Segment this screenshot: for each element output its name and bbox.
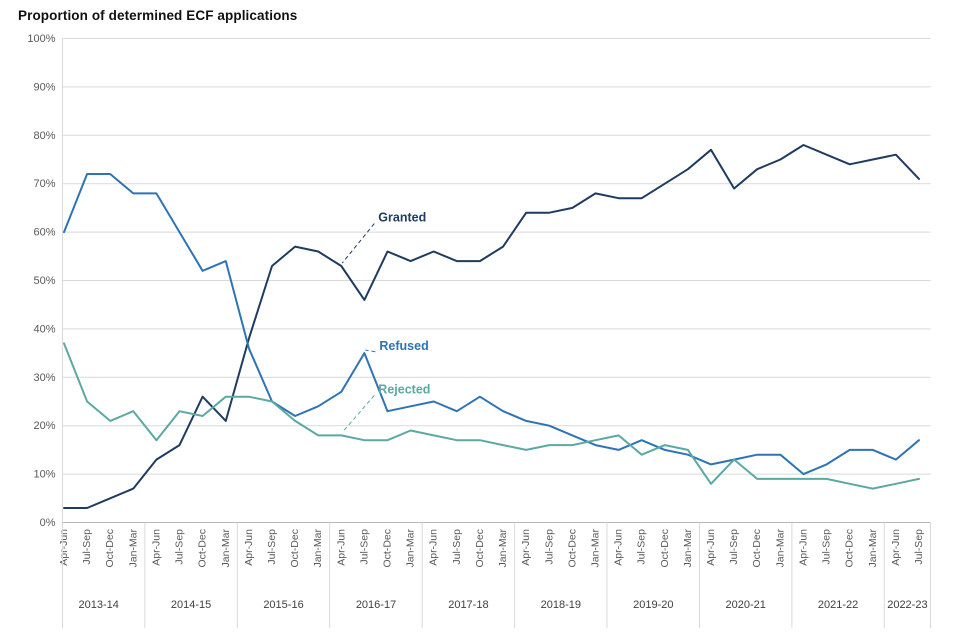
x-tick-label: Apr-Jun [798, 529, 810, 566]
year-label: 2020-21 [726, 599, 766, 611]
y-tick-label: 0% [40, 517, 56, 529]
x-tick-label: Jan-Mar [405, 529, 417, 568]
series-line-granted [63, 144, 920, 509]
x-tick-label: Oct-Dec [659, 529, 671, 568]
x-tick-label: Apr-Jun [58, 529, 70, 566]
x-tick-label: Jul-Sep [451, 529, 463, 565]
x-tick-label: Jan-Mar [127, 529, 139, 568]
y-tick-label: 90% [33, 81, 55, 93]
x-tick-label: Apr-Jun [613, 529, 625, 566]
x-tick-label: Jul-Sep [821, 529, 833, 565]
x-tick-label: Apr-Jun [335, 529, 347, 566]
x-tick-label: Jul-Sep [174, 529, 186, 565]
y-tick-label: 100% [27, 33, 55, 45]
x-tick-label: Oct-Dec [289, 529, 301, 568]
x-tick-label: Jul-Sep [266, 529, 278, 565]
y-tick-label: 10% [33, 469, 55, 481]
x-tick-label: Jan-Mar [867, 529, 879, 568]
year-label: 2013-14 [79, 599, 119, 611]
year-label: 2016-17 [356, 599, 396, 611]
x-tick-label: Jan-Mar [220, 529, 232, 568]
year-label: 2018-19 [541, 599, 581, 611]
x-tick-label: Oct-Dec [197, 529, 209, 568]
year-label: 2017-18 [448, 599, 488, 611]
x-tick-label: Apr-Jun [243, 529, 255, 566]
y-tick-label: 70% [33, 178, 55, 190]
x-tick-label: Oct-Dec [751, 529, 763, 568]
year-label: 2014-15 [171, 599, 211, 611]
year-label: 2022-23 [887, 599, 927, 611]
x-tick-label: Jul-Sep [913, 529, 925, 565]
y-tick-label: 30% [33, 372, 55, 384]
x-tick-label: Jul-Sep [636, 529, 648, 565]
y-tick-label: 50% [33, 275, 55, 287]
annotation-leader-granted [341, 223, 375, 264]
x-tick-label: Oct-Dec [382, 529, 394, 568]
x-tick-label: Jan-Mar [497, 529, 509, 568]
y-tick-label: 60% [33, 227, 55, 239]
y-tick-label: 80% [33, 130, 55, 142]
x-tick-label: Jul-Sep [728, 529, 740, 565]
y-tick-label: 40% [33, 323, 55, 335]
annotation-leader-refused [365, 349, 376, 353]
x-tick-label: Oct-Dec [844, 529, 856, 568]
x-tick-label: Apr-Jun [520, 529, 532, 566]
x-tick-label: Jul-Sep [543, 529, 555, 565]
x-tick-label: Oct-Dec [104, 529, 116, 568]
x-tick-label: Jan-Mar [590, 529, 602, 568]
x-tick-label: Apr-Jun [150, 529, 162, 566]
chart-title: Proportion of determined ECF application… [18, 8, 298, 23]
x-tick-label: Oct-Dec [566, 529, 578, 568]
x-tick-label: Jan-Mar [312, 529, 324, 568]
series-label-granted: Granted [378, 211, 426, 225]
year-label: 2015-16 [263, 599, 303, 611]
x-tick-label: Apr-Jun [705, 529, 717, 566]
x-tick-label: Jul-Sep [358, 529, 370, 565]
series-label-refused: Refused [379, 339, 428, 353]
x-tick-label: Jul-Sep [81, 529, 93, 565]
y-tick-label: 20% [33, 420, 55, 432]
annotation-leader-rejected [341, 395, 375, 433]
year-label: 2021-22 [818, 599, 858, 611]
series-line-rejected [63, 342, 920, 490]
x-tick-label: Jan-Mar [682, 529, 694, 568]
series-line-refused [63, 173, 920, 476]
year-label: 2019-20 [633, 599, 673, 611]
x-tick-label: Oct-Dec [474, 529, 486, 568]
x-tick-label: Apr-Jun [890, 529, 902, 566]
x-tick-label: Jan-Mar [774, 529, 786, 568]
x-tick-label: Apr-Jun [428, 529, 440, 566]
series-label-rejected: Rejected [378, 382, 430, 396]
